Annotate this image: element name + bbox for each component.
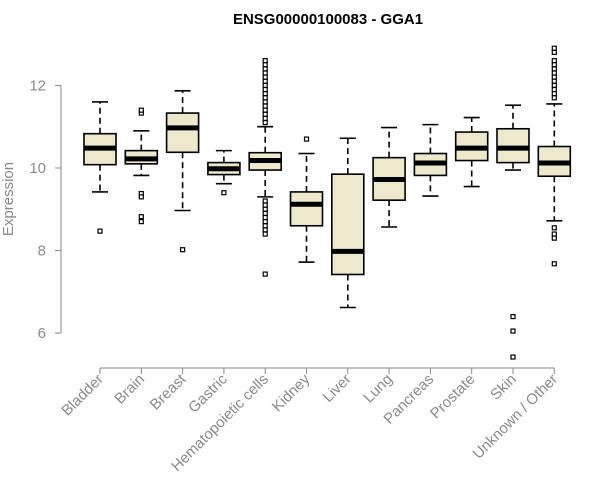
outlier-point — [551, 261, 557, 267]
outlier-point — [262, 66, 268, 72]
outlier-point — [551, 62, 557, 68]
y-tick-label: 6 — [38, 325, 46, 342]
outlier-point — [551, 58, 557, 64]
outlier-point — [262, 119, 268, 126]
outlier-point — [551, 91, 557, 97]
outlier-point — [510, 354, 516, 360]
box-lung — [372, 126, 406, 228]
outlier-point — [262, 210, 268, 216]
outlier-point — [262, 198, 268, 204]
outlier-point — [262, 206, 268, 212]
outlier-point — [303, 136, 310, 142]
box-kidney — [289, 136, 324, 263]
box-iqr — [165, 112, 200, 154]
outlier-point — [262, 103, 268, 109]
outlier-point — [551, 235, 557, 241]
box-bladder — [83, 101, 117, 234]
x-tick-label: Kidney — [269, 370, 314, 415]
x-tick-label: Breast — [147, 370, 190, 413]
x-tick-label: Skin — [487, 371, 520, 404]
outlier-point — [262, 86, 268, 93]
chart-title: ENSG00000100083 - GGA1 — [233, 11, 423, 28]
outlier-point — [551, 225, 557, 231]
outlier-point — [138, 194, 144, 200]
y-tick-label: 12 — [29, 77, 46, 94]
outlier-point — [97, 228, 103, 234]
outlier-point — [262, 107, 268, 113]
y-axis: 6 8 10 12 — [29, 77, 62, 342]
outlier-point — [551, 45, 557, 51]
outlier-point — [138, 214, 144, 220]
outlier-point — [551, 95, 557, 101]
outlier-point — [551, 66, 557, 72]
outlier-point — [262, 91, 268, 97]
x-tick-label: Liver — [320, 371, 355, 406]
box-gastric — [207, 149, 241, 196]
outlier-point — [551, 82, 557, 89]
y-axis-label: Expression — [0, 162, 17, 236]
box-skin — [496, 104, 530, 360]
outlier-point — [262, 223, 268, 229]
outlier-point — [262, 62, 268, 68]
outlier-point — [262, 219, 268, 225]
outlier-point — [551, 86, 557, 93]
outlier-point — [138, 107, 144, 113]
outlier-point — [262, 70, 268, 76]
outlier-point — [262, 111, 268, 117]
y-tick-label: 8 — [38, 243, 46, 260]
box-iqr — [330, 173, 365, 276]
outlier-point — [262, 95, 268, 101]
outlier-point — [262, 99, 268, 105]
x-tick-label: Prostate — [427, 371, 479, 423]
outlier-point — [262, 58, 268, 64]
outlier-point — [551, 70, 557, 76]
outlier-point — [510, 313, 516, 320]
y-tick-label: 10 — [29, 160, 46, 177]
outlier-point — [551, 78, 557, 84]
outlier-point — [138, 219, 144, 225]
outlier-point — [262, 214, 268, 221]
outlier-point — [262, 231, 268, 237]
outlier-point — [262, 227, 268, 233]
x-tick-label: Bladder — [58, 371, 107, 420]
outlier-point — [180, 247, 186, 253]
outlier-point — [510, 328, 516, 334]
outlier-point — [262, 202, 268, 208]
outlier-point — [551, 49, 557, 55]
outlier-point — [221, 190, 227, 196]
box-group — [83, 45, 572, 360]
box-hematopoietic-cells — [248, 58, 282, 277]
box-liver — [330, 137, 365, 309]
outlier-point — [262, 74, 268, 80]
x-tick-label: Brain — [111, 371, 148, 408]
outlier-point — [262, 115, 268, 122]
box-brain — [124, 107, 159, 225]
box-iqr — [289, 191, 324, 227]
outlier-point — [551, 74, 557, 80]
box-prostate — [454, 116, 489, 188]
box-pancreas — [413, 123, 448, 197]
outlier-point — [262, 82, 268, 89]
outlier-point — [262, 78, 268, 84]
x-tick-label: Lung — [360, 371, 396, 407]
box-breast — [165, 89, 200, 253]
box-unknown-other — [537, 45, 572, 267]
outlier-point — [551, 231, 557, 237]
outlier-point — [262, 271, 268, 277]
